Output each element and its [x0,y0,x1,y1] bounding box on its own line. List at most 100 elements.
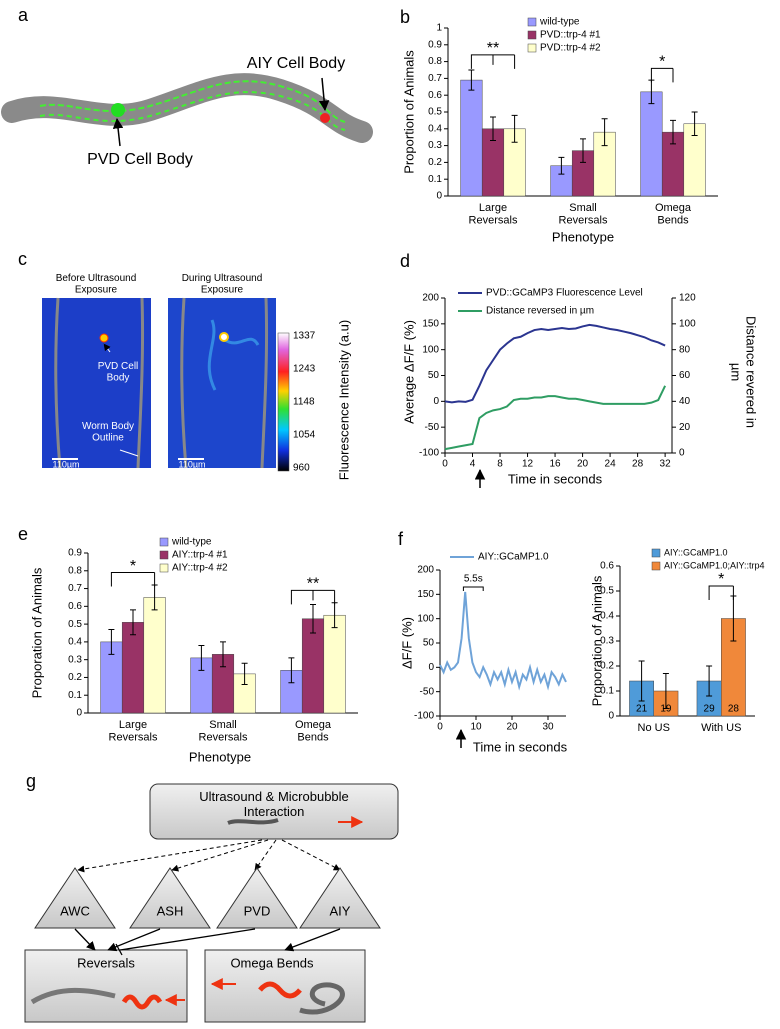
legend-swatch [159,537,169,547]
error-bar [558,156,565,175]
error-bar [511,114,518,143]
y-tick-label: 0.4 [68,637,82,648]
error-bar [310,604,316,634]
colorbar-tick-label: 1337 [293,331,316,342]
legend-swatch [159,563,169,573]
y-tick-label: 100 [417,613,434,624]
node-label: ASH [157,903,184,918]
error-bar [468,69,475,91]
error-bar [638,660,645,702]
error-bar [662,673,669,709]
x-tick-label: With US [701,722,741,734]
y-tick-label: 0 [436,191,442,202]
colorbar-label: Fluorescence Intensity (a.u) [336,320,351,480]
x-tick-label: 16 [549,459,561,470]
x-tick-label: Omega Bends [295,719,332,744]
x-tick-label: 4 [470,459,476,470]
x-axis-label: Time in seconds [473,739,568,754]
y-axis-label: Proportion of Animals [401,50,416,174]
line [439,591,567,691]
legend-label: AIY::GCaMP1.0 [664,547,728,557]
bar [460,79,483,197]
annotation: 5.5s [464,574,483,585]
y-tick-label: 150 [417,589,434,600]
y2-axis-label: Distance revered inµm [728,316,758,428]
annotation: PVD Cell Body [87,151,193,168]
diagram-shapes [24,783,399,1023]
image-title: Before Ultrasound Exposure [56,273,137,296]
y-tick-label: 0.8 [428,56,442,67]
y-tick-label: 0.1 [68,690,82,701]
error-bar [130,609,136,636]
bar [143,597,166,714]
y-tick-label: 0 [608,711,614,722]
y-tick-label: -100 [414,711,434,722]
legend-label: AIY::GCaMP1.0 [478,552,549,563]
y-tick-label: 0.6 [600,561,614,572]
y-tick-label: 0.5 [600,586,614,597]
y2-tick-label: 0 [679,448,685,459]
x-axis-label: Time in seconds [508,471,603,486]
x-tick-label: 0 [442,459,448,470]
data-label: 28 [728,704,740,715]
y-axis-label: Proporation of Animals [29,567,44,698]
x-tick-label: Small Reversals [559,202,608,227]
y-tick-label: 0.2 [68,672,82,683]
bar [640,91,663,197]
x-tick-label: 30 [542,722,554,733]
y-tick-label: 0.2 [600,661,614,672]
node-label: AIY [330,903,351,918]
x-tick-label: 0 [437,722,443,733]
panel-letter: a [18,5,29,25]
legend-label: PVD::trp-4 #1 [540,30,601,41]
y-tick-label: 200 [417,565,434,576]
x-tick-label: 24 [605,459,617,470]
scale-bar-label: 110µm [178,459,205,469]
annotation: * [659,54,665,71]
panel-letter: g [26,771,36,791]
x-tick-label: Large Reversals [109,719,158,744]
error-bar [198,644,205,671]
legend-label: PVD::trp-4 #2 [540,43,601,54]
x-tick-label: 32 [660,459,672,470]
x-tick-label: 10 [470,722,482,733]
y-tick-label: 0.5 [68,619,82,630]
y-tick-label: 0.1 [600,686,614,697]
significance-bracket [708,585,734,600]
worm-image [1,73,373,147]
error-bar [691,111,698,137]
panel-letter: c [18,249,27,269]
significance-bracket [470,54,516,69]
legend-swatch [159,550,169,560]
line [444,385,667,451]
x-tick-label: 20 [577,459,589,470]
y-tick-label: 0.4 [428,123,442,134]
y-tick-label: -50 [425,422,440,433]
y-tick-label: 0.9 [68,548,82,559]
annotation: * [718,571,724,588]
y-tick-label: 0 [428,662,434,673]
significance-bracket [290,589,336,605]
y-axis-label: ΔF/F (%) [399,617,414,669]
fluorescence-images [42,297,290,472]
panel-letter: d [400,251,410,271]
legend-label: wild-type [171,537,212,548]
annotation: PVD Cell Body [98,361,139,384]
annotation: Worm Body Outline [82,421,134,444]
legend-label: AIY::GCaMP1.0;AIY::trp4 [664,560,765,570]
annotation: * [130,558,136,575]
y2-tick-label: 100 [679,318,696,329]
legend-label: wild-type [539,17,580,28]
y-axis-label: Average ΔF/F (%) [401,320,416,424]
legend-label: AIY::trp-4 #2 [172,563,228,574]
y-tick-label: 50 [428,370,440,381]
y-tick-label: 0.7 [428,73,442,84]
image-title: During Ultrasound Exposure [182,273,263,296]
node-label: Reversals [77,955,135,970]
panel-letter: f [398,529,404,549]
panel-letter: e [18,524,28,544]
y-tick-label: 0.3 [428,140,442,151]
significance-bracket [650,67,674,83]
y-tick-label: 200 [422,293,439,304]
